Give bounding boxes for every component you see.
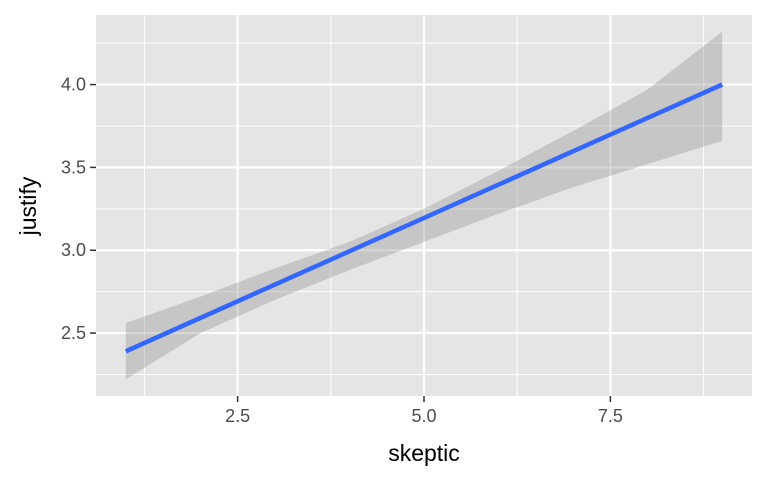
x-tick-label: 2.5 xyxy=(225,406,250,426)
y-axis-ticks: 2.5 3.0 3.5 4.0 xyxy=(61,75,96,343)
major-gridlines xyxy=(96,15,752,396)
y-tick-label: 4.0 xyxy=(61,75,86,95)
regression-line xyxy=(124,82,724,354)
x-axis-title: skeptic xyxy=(388,440,460,466)
x-tick-label: 5.0 xyxy=(411,406,436,426)
y-tick-label: 3.0 xyxy=(61,240,86,260)
y-axis-title: justify xyxy=(15,176,41,236)
y-tick-label: 2.5 xyxy=(61,323,86,343)
y-tick-label: 3.5 xyxy=(61,157,86,177)
confidence-band xyxy=(125,31,723,380)
x-axis-ticks: 2.5 5.0 7.5 xyxy=(225,396,623,426)
x-tick-label: 7.5 xyxy=(598,406,623,426)
